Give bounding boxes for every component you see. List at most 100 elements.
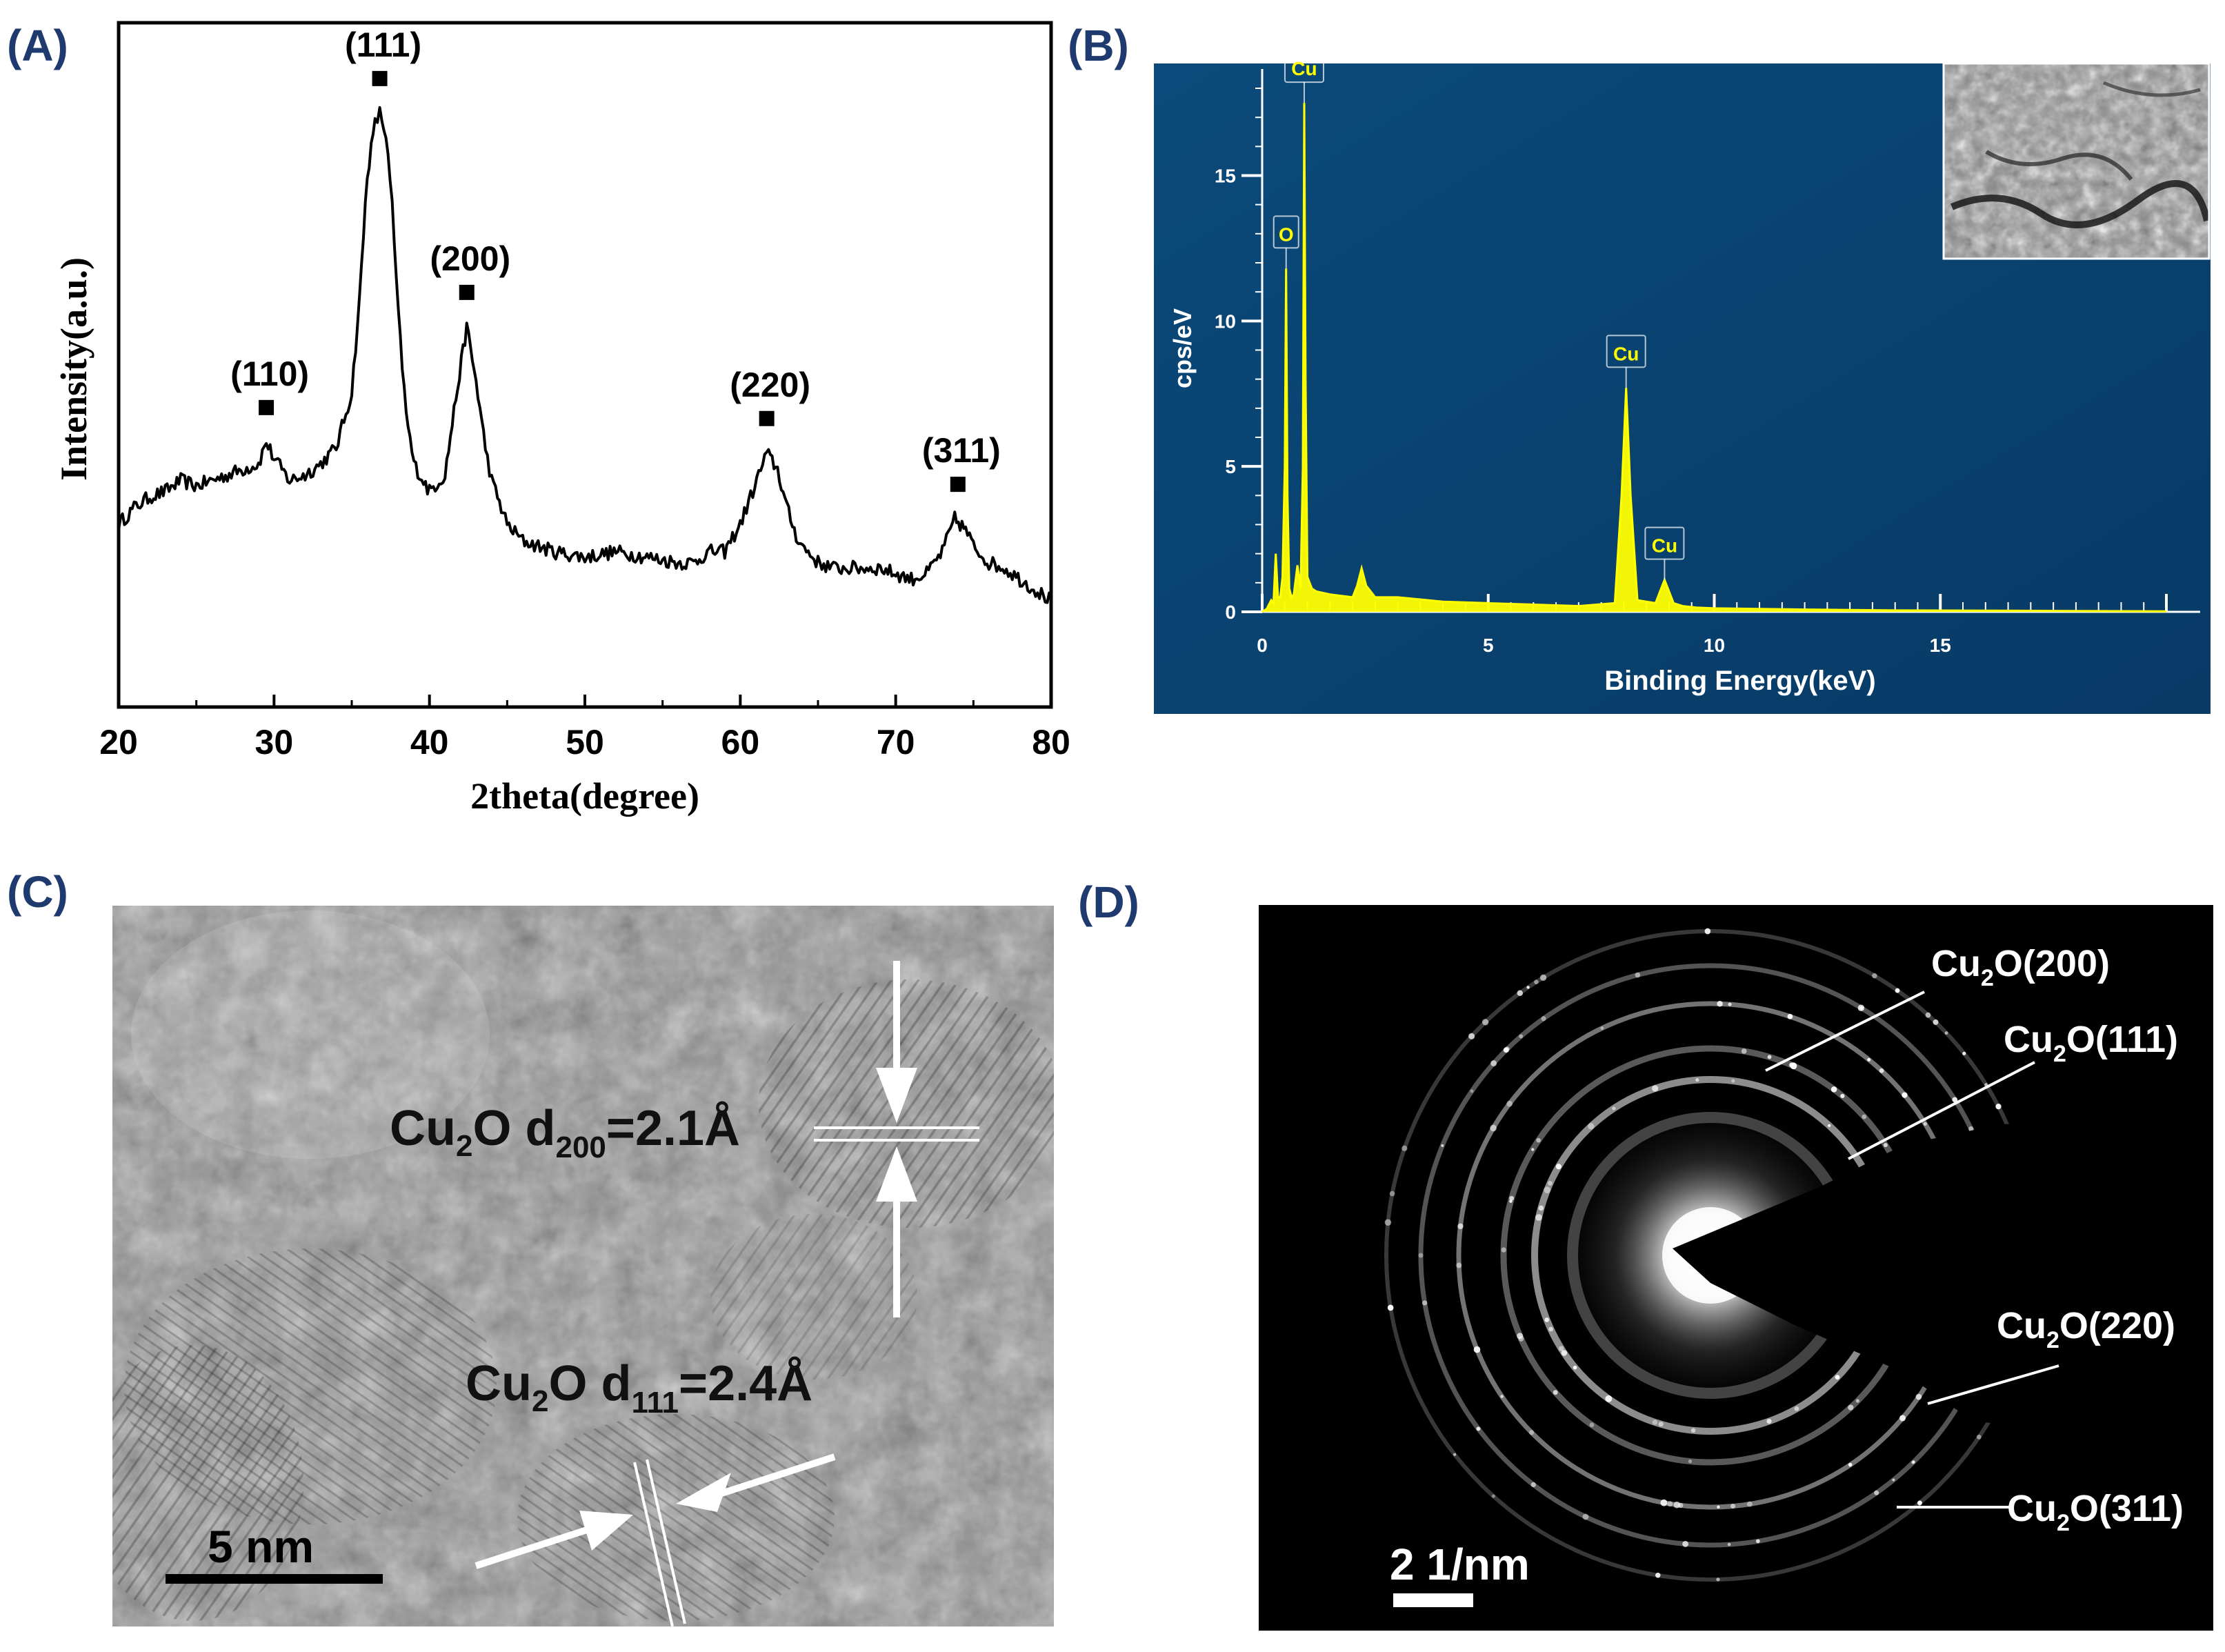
eds-y-tick-label: 0 bbox=[1225, 601, 1236, 623]
panel-c: (C) bbox=[7, 867, 1054, 1627]
saed-spot bbox=[1883, 1143, 1888, 1148]
xrd-peak-label: (311) bbox=[922, 431, 1001, 470]
saed-spot bbox=[1655, 1573, 1661, 1578]
hrtem-label-d111: Cu2O d111=2.4Å bbox=[466, 1356, 812, 1420]
saed-spot bbox=[1915, 1393, 1922, 1400]
saed-spot bbox=[1704, 928, 1711, 935]
saed-spot bbox=[1500, 1395, 1504, 1398]
saed-spot bbox=[1755, 1539, 1760, 1544]
saed-spot bbox=[1717, 1001, 1723, 1007]
xrd-x-ticks: 20 30 40 50 60 70 80 bbox=[99, 695, 1070, 762]
saed-spot bbox=[1995, 1104, 2002, 1110]
saed-spot bbox=[1652, 1085, 1659, 1092]
saed-spot bbox=[1895, 988, 1900, 993]
saed-spot bbox=[1476, 1426, 1481, 1431]
eds-y-tick-label: 15 bbox=[1215, 166, 1236, 187]
saed-spot bbox=[1528, 1430, 1535, 1435]
saed-spot bbox=[1503, 1047, 1509, 1053]
saed-spot bbox=[1558, 1346, 1564, 1351]
eds-y-tick-label: 5 bbox=[1225, 456, 1236, 477]
saed-spot bbox=[1830, 1086, 1837, 1093]
xrd-x-tick-label: 80 bbox=[1032, 723, 1070, 762]
saed-spot bbox=[1652, 1420, 1658, 1425]
saed-spot bbox=[1874, 1490, 1879, 1495]
saed-spot bbox=[1848, 1462, 1853, 1467]
saed-spot bbox=[1544, 1186, 1551, 1193]
panel-b-letter: (B) bbox=[1068, 21, 1129, 70]
eds-y-axis-title: cps/eV bbox=[1168, 308, 1197, 388]
xrd-y-axis-title: Intensity(a.u.) bbox=[53, 257, 94, 481]
eds-peak-label: O bbox=[1279, 223, 1294, 245]
saed-spot bbox=[1509, 1195, 1515, 1201]
saed-spot bbox=[1962, 1051, 1966, 1055]
saed-spot bbox=[1899, 1415, 1906, 1422]
eds-x-axis-title: Binding Energy(keV) bbox=[1604, 666, 1875, 696]
eds-series-line bbox=[1261, 103, 2167, 613]
xrd-x-tick-label: 40 bbox=[410, 723, 449, 762]
xrd-peak-marker-icon bbox=[259, 399, 275, 415]
arrow-right-icon bbox=[475, 1524, 595, 1569]
saed-spot bbox=[1401, 1145, 1408, 1151]
saed-spot bbox=[1490, 1124, 1497, 1132]
saed-spot bbox=[1422, 1300, 1428, 1306]
saed-spot bbox=[1456, 1262, 1462, 1268]
saed-spot bbox=[1531, 1148, 1535, 1151]
xrd-peak-marker-icon bbox=[459, 284, 475, 300]
arrow-down-head-icon bbox=[876, 1068, 917, 1123]
panel-a-letter: (A) bbox=[7, 21, 68, 70]
saed-spot bbox=[1968, 1126, 1974, 1132]
beam-stop bbox=[1673, 1117, 2213, 1449]
saed-spot bbox=[1658, 1422, 1664, 1427]
saed-spot bbox=[1490, 1060, 1497, 1066]
saed-spot bbox=[1582, 1513, 1589, 1520]
saed-spot bbox=[1534, 979, 1539, 984]
saed-spot bbox=[1794, 1406, 1799, 1411]
saed-spot bbox=[1473, 1346, 1481, 1353]
saed-spot bbox=[1519, 1034, 1524, 1039]
panel-a: (A) 20 30 40 50 60 70 80 (110)(111)(200)(220)(… bbox=[7, 21, 1070, 817]
hrtem-scale-bar-label: 5 nm bbox=[208, 1521, 314, 1572]
saed-spot bbox=[1848, 1404, 1854, 1411]
saed-spot bbox=[1690, 1428, 1696, 1433]
xrd-x-tick-label: 60 bbox=[721, 723, 760, 762]
saed-spot bbox=[1682, 1540, 1689, 1547]
saed-spot bbox=[1553, 1390, 1558, 1395]
saed-spot bbox=[1468, 1033, 1475, 1039]
hrtem-label-d200: Cu2O d200=2.1Å bbox=[390, 1101, 740, 1164]
saed-spot bbox=[1828, 1124, 1831, 1127]
saed-spot bbox=[1536, 1137, 1541, 1143]
xrd-peak-label: (220) bbox=[730, 366, 810, 404]
saed-spot bbox=[1902, 1092, 1908, 1098]
saed-spot bbox=[1667, 1501, 1673, 1507]
saed-spot bbox=[1535, 1214, 1542, 1221]
panel-d: (D) Cu2O(200) Cu2O(111) Cu2O(220 bbox=[1078, 877, 2213, 1631]
hrtem-scale-bar: 5 nm bbox=[166, 1521, 383, 1584]
arrow-left-head-icon bbox=[676, 1473, 731, 1512]
saed-spot bbox=[1453, 1453, 1457, 1456]
saed-spot bbox=[1539, 974, 1547, 981]
sem-inset-image bbox=[1942, 62, 2211, 260]
xrd-peak-label: (200) bbox=[430, 239, 510, 278]
saed-spot bbox=[1925, 1012, 1931, 1018]
saed-spot bbox=[1840, 1093, 1845, 1099]
saed-spot bbox=[1600, 1026, 1604, 1030]
saed-label-311: Cu2O(311) bbox=[2007, 1488, 2184, 1536]
saed-spot bbox=[1917, 1500, 1922, 1506]
xrd-x-axis-title: 2theta(degree) bbox=[470, 775, 699, 817]
saed-scale-bar-label: 2 1/nm bbox=[1390, 1540, 1530, 1589]
saed-spot bbox=[1688, 1459, 1693, 1464]
xrd-x-tick-label: 30 bbox=[255, 723, 294, 762]
saed-spot bbox=[1561, 1350, 1568, 1356]
eds-x-tick-label: 0 bbox=[1257, 635, 1268, 656]
saed-spot bbox=[1879, 1068, 1884, 1073]
xrd-peak-marker-icon bbox=[759, 410, 775, 426]
eds-x-tick-label: 10 bbox=[1704, 635, 1725, 656]
saed-spot bbox=[1491, 1494, 1495, 1498]
saed-scale-bar: 2 1/nm bbox=[1390, 1540, 1530, 1607]
saed-spot bbox=[1555, 1164, 1562, 1170]
saed-spot bbox=[1695, 1078, 1699, 1082]
saed-spot bbox=[1509, 1200, 1513, 1203]
saed-leader-lines bbox=[1765, 991, 2059, 1509]
saed-spot bbox=[1441, 1144, 1444, 1147]
